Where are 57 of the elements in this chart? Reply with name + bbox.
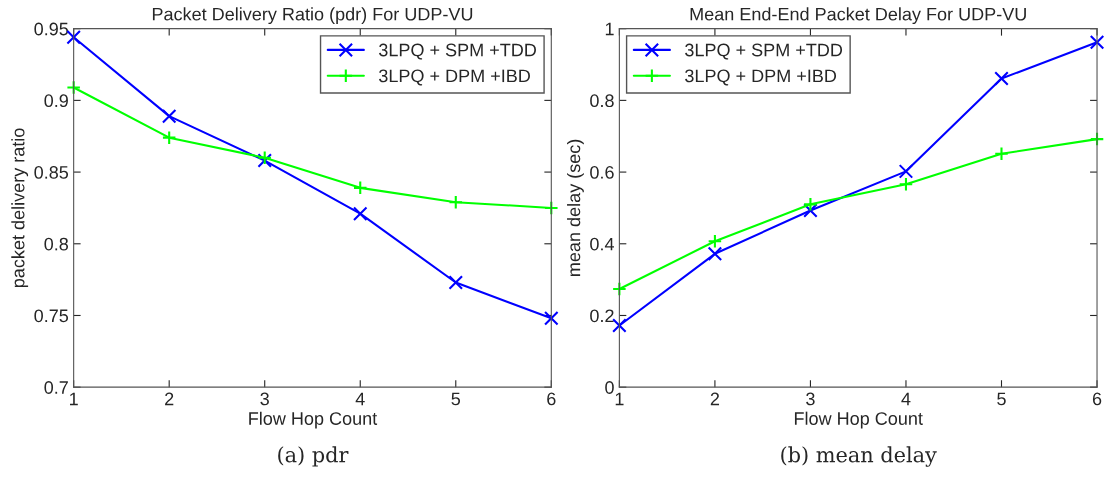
y-axis-title: packet delivery ratio [11, 128, 29, 288]
point [544, 311, 559, 326]
y-tick-label: 0.6 [590, 166, 614, 179]
y-tick-label: 0.75 [34, 309, 69, 323]
y-axis-title: mean delay (sec) [567, 139, 584, 276]
x-tick-label: 4 [355, 392, 365, 406]
x-axis-title: Flow Hop Count [794, 411, 923, 429]
x-tick-label: 2 [165, 392, 174, 406]
y-tick-label: 0.9 [44, 94, 68, 108]
y-tick-label: 0.4 [590, 237, 614, 251]
x-tick-label: 3 [806, 392, 815, 406]
point [803, 203, 818, 218]
point [898, 176, 914, 192]
point [66, 80, 81, 95]
point [803, 197, 818, 212]
x-tick-label: 1 [615, 392, 624, 406]
y-tick-label: 1 [605, 22, 614, 36]
point [707, 246, 723, 262]
point [544, 200, 559, 216]
y-tick-label: 0.85 [34, 166, 69, 179]
y-tick-label: 0.2 [590, 309, 614, 323]
chart-title: Packet Delivery Ratio (pdr) For UDP-VU [152, 7, 473, 25]
point [352, 206, 368, 221]
x-tick-label: 2 [710, 392, 720, 406]
y-tick-label: 0.8 [590, 94, 614, 108]
x-tick-label: 5 [997, 392, 1006, 406]
legend-label: 3LPQ + DPM +IBD [379, 69, 530, 86]
x-tick-label: 1 [70, 392, 78, 406]
point [994, 146, 1009, 162]
legend-label: 3LPQ + SPM +TDD [379, 43, 536, 60]
x-tick-label: 3 [260, 392, 269, 406]
point [352, 180, 368, 196]
y-tick-label: 0.8 [44, 237, 69, 251]
point [161, 108, 177, 124]
y-tick-label: 0 [605, 381, 614, 394]
chart-title: Mean End-End Packet Delay For UDP-VU [690, 7, 1026, 25]
x-tick-label: 4 [901, 392, 911, 406]
point [448, 194, 464, 210]
point [448, 275, 464, 290]
y-tick-label: 0.95 [34, 22, 69, 36]
point [66, 29, 81, 45]
x-tick-label: 6 [547, 392, 556, 406]
point [1089, 35, 1105, 50]
legend-label: 3LPQ + DPM +IBD [685, 69, 837, 86]
point [994, 71, 1009, 86]
x-tick-label: 6 [1092, 392, 1102, 406]
point [161, 130, 177, 145]
point [612, 281, 627, 297]
x-axis-title: Flow Hop Count [249, 411, 378, 429]
legend-label: 3LPQ + SPM +TDD [685, 43, 843, 60]
text: (a) pdr [278, 446, 349, 467]
point [707, 233, 723, 249]
text: (b) mean delay [781, 446, 937, 467]
point [612, 318, 627, 333]
y-tick-label: 0.7 [44, 381, 68, 394]
x-tick-label: 5 [451, 392, 461, 406]
point [898, 164, 914, 179]
